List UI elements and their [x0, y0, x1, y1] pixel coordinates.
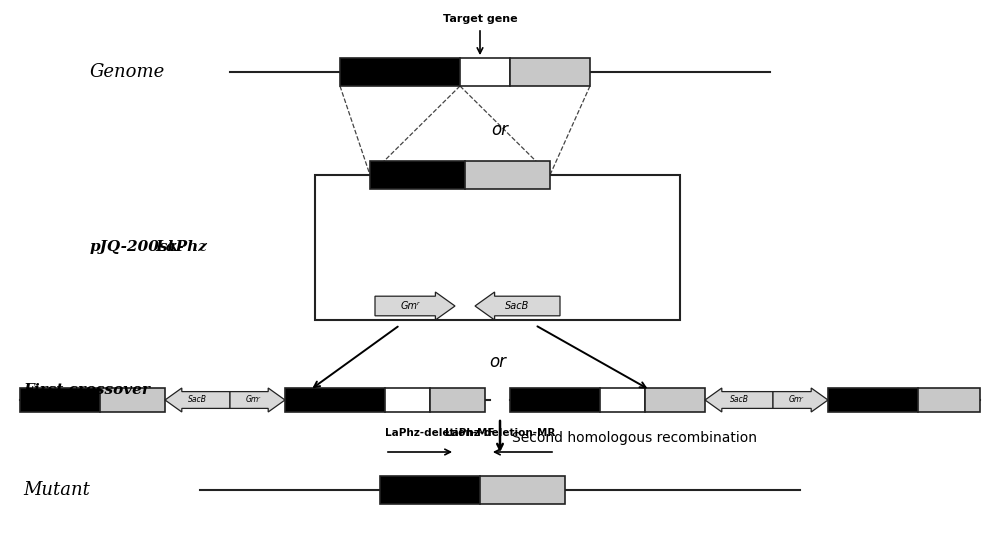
Bar — [460, 58, 510, 86]
Bar — [600, 388, 645, 412]
Text: Mutant: Mutant — [23, 481, 90, 499]
Polygon shape — [165, 388, 230, 412]
Polygon shape — [475, 292, 560, 320]
Bar — [340, 58, 460, 86]
Text: SacB: SacB — [188, 395, 207, 405]
Text: LaPhz-deletion-MF: LaPhz-deletion-MF — [385, 428, 494, 438]
Bar — [385, 388, 430, 412]
Bar — [480, 476, 565, 504]
Text: or: or — [490, 353, 507, 371]
Bar — [370, 161, 465, 189]
Bar — [20, 388, 100, 412]
Bar — [100, 388, 165, 412]
Bar — [430, 388, 485, 412]
Text: SacB: SacB — [730, 395, 748, 405]
Text: LaPhz-deletion-MR: LaPhz-deletion-MR — [445, 428, 555, 438]
Text: Gmʳ: Gmʳ — [789, 395, 804, 405]
Polygon shape — [375, 292, 455, 320]
Polygon shape — [705, 388, 773, 412]
Polygon shape — [230, 388, 285, 412]
Text: or: or — [492, 121, 509, 139]
Polygon shape — [773, 388, 828, 412]
Bar — [380, 476, 480, 504]
Text: Second homologous recombination: Second homologous recombination — [512, 431, 757, 445]
Text: First crossover: First crossover — [23, 383, 150, 397]
Text: SacB: SacB — [505, 301, 530, 311]
Text: Target gene: Target gene — [443, 14, 517, 24]
Text: Genome: Genome — [90, 63, 165, 81]
Bar — [510, 388, 600, 412]
Text: pJQ-200sk-: pJQ-200sk- — [90, 240, 185, 254]
Bar — [465, 161, 550, 189]
Text: LaPhz: LaPhz — [155, 240, 207, 254]
Bar — [918, 388, 980, 412]
Bar — [645, 388, 705, 412]
Bar — [315, 175, 680, 320]
Bar — [510, 58, 590, 86]
Bar — [285, 388, 385, 412]
Text: Gmʳ: Gmʳ — [400, 301, 420, 311]
Bar — [828, 388, 918, 412]
Text: Gmʳ: Gmʳ — [246, 395, 261, 405]
